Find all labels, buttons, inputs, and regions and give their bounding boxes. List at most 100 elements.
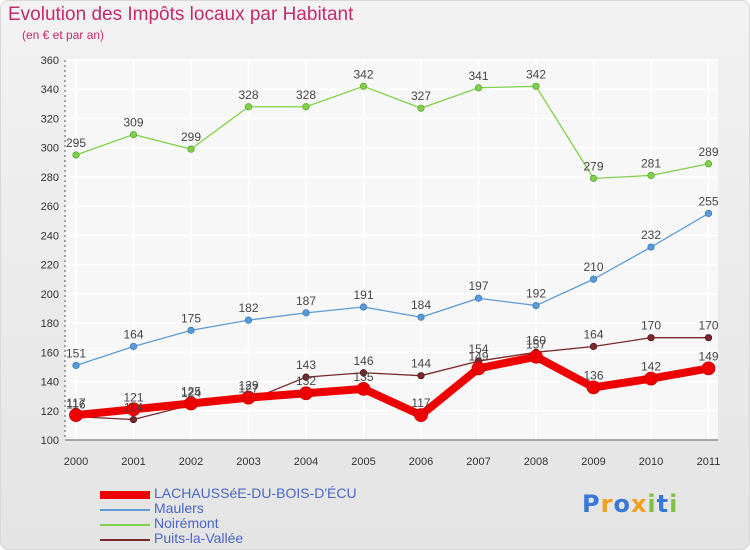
y-tick-label: 280 — [41, 172, 59, 184]
data-point — [356, 381, 371, 396]
data-label: 191 — [353, 288, 373, 302]
y-tick-label: 320 — [41, 113, 59, 125]
data-point — [302, 103, 310, 111]
logo-letter: P — [582, 490, 601, 518]
data-point — [244, 103, 253, 111]
data-label: 127 — [238, 382, 258, 396]
y-tick-label: 240 — [41, 230, 59, 242]
data-label: 299 — [181, 130, 201, 144]
data-point — [417, 104, 425, 112]
x-tick-label: 2007 — [466, 456, 490, 468]
series-line-2 — [75, 85, 710, 180]
data-point — [647, 334, 655, 342]
data-label: 328 — [238, 88, 258, 102]
data-point — [126, 402, 141, 417]
x-tick-label: 2008 — [524, 456, 548, 468]
x-tick-label: 2002 — [179, 456, 203, 468]
proxiti-logo: Proxiti — [582, 490, 678, 518]
data-label: 175 — [181, 311, 201, 325]
series-line-1 — [75, 212, 710, 367]
data-label: 117 — [411, 396, 430, 410]
chart-subtitle: (en € et par an) — [22, 28, 105, 42]
data-label: 136 — [583, 368, 603, 382]
y-tick-label: 220 — [41, 260, 59, 272]
logo-letter: t — [656, 490, 670, 518]
data-label: 114 — [124, 401, 143, 415]
data-label: 232 — [641, 228, 661, 242]
data-label: 327 — [411, 89, 431, 103]
y-tick-label: 100 — [41, 435, 59, 447]
data-point — [129, 342, 138, 351]
data-label: 187 — [296, 294, 316, 308]
legend-swatch — [100, 538, 150, 541]
x-tick-label: 2009 — [581, 456, 605, 468]
data-point — [359, 303, 368, 311]
data-point — [187, 145, 195, 153]
data-point — [69, 408, 83, 423]
legend-swatch — [100, 508, 150, 511]
x-tick-label: 2001 — [121, 456, 145, 468]
data-point — [647, 243, 655, 251]
legend-label: LACHAUSSéE-DU-BOIS-D'ÉCU — [154, 485, 357, 501]
data-point — [589, 174, 598, 182]
data-label: 146 — [353, 354, 373, 368]
y-tick-label: 200 — [41, 289, 59, 301]
data-label: 295 — [66, 136, 86, 150]
data-label: 309 — [123, 116, 143, 130]
data-point — [704, 209, 713, 218]
data-label: 279 — [583, 159, 603, 173]
y-tick-label: 120 — [41, 406, 59, 418]
x-tick-label: 2004 — [294, 456, 318, 468]
data-point — [417, 372, 425, 380]
data-label: 341 — [468, 69, 488, 83]
series-line-0 — [72, 352, 713, 420]
data-point — [302, 373, 310, 381]
data-point — [529, 349, 543, 364]
data-label: 135 — [353, 370, 373, 384]
data-point — [647, 171, 655, 180]
logo-letter: i — [647, 490, 657, 518]
data-point — [244, 316, 253, 324]
chart-title: Evolution des Impôts locaux par Habitant — [8, 4, 354, 25]
legend-label: Puits-la-Vallée — [154, 530, 244, 546]
data-label: 281 — [641, 156, 661, 170]
data-point — [187, 326, 195, 334]
data-point — [644, 371, 658, 386]
data-label: 125 — [181, 384, 201, 398]
data-point — [701, 361, 716, 376]
data-point — [532, 82, 540, 90]
data-point — [704, 160, 713, 168]
y-tick-label: 180 — [41, 318, 59, 330]
data-label: 154 — [468, 342, 488, 356]
data-point — [359, 82, 368, 90]
data-label: 117 — [66, 396, 85, 410]
data-point — [414, 408, 428, 423]
data-point — [299, 386, 313, 401]
data-point — [417, 313, 425, 321]
plot-area — [65, 60, 718, 440]
data-label: 164 — [583, 327, 603, 341]
data-label: 149 — [698, 349, 718, 363]
data-label: 210 — [583, 260, 603, 274]
data-label: 184 — [411, 298, 431, 312]
data-label: 160 — [526, 333, 546, 347]
data-label: 182 — [238, 301, 258, 315]
data-point — [72, 361, 80, 370]
data-point — [589, 342, 598, 351]
logo-letter: i — [669, 490, 679, 518]
legend-swatch — [100, 523, 150, 526]
data-label: 192 — [526, 287, 546, 301]
data-label: 129 — [238, 379, 258, 393]
data-label: 164 — [123, 327, 143, 341]
data-label: 132 — [296, 374, 316, 388]
logo-letter: x — [630, 490, 648, 518]
y-tick-label: 140 — [41, 377, 59, 389]
data-label: 342 — [526, 67, 546, 81]
data-point — [474, 294, 483, 302]
data-label: 289 — [698, 145, 718, 159]
data-label: 328 — [296, 88, 316, 102]
data-label: 121 — [123, 390, 143, 404]
y-tick-label: 300 — [41, 143, 59, 155]
data-point — [586, 380, 601, 395]
